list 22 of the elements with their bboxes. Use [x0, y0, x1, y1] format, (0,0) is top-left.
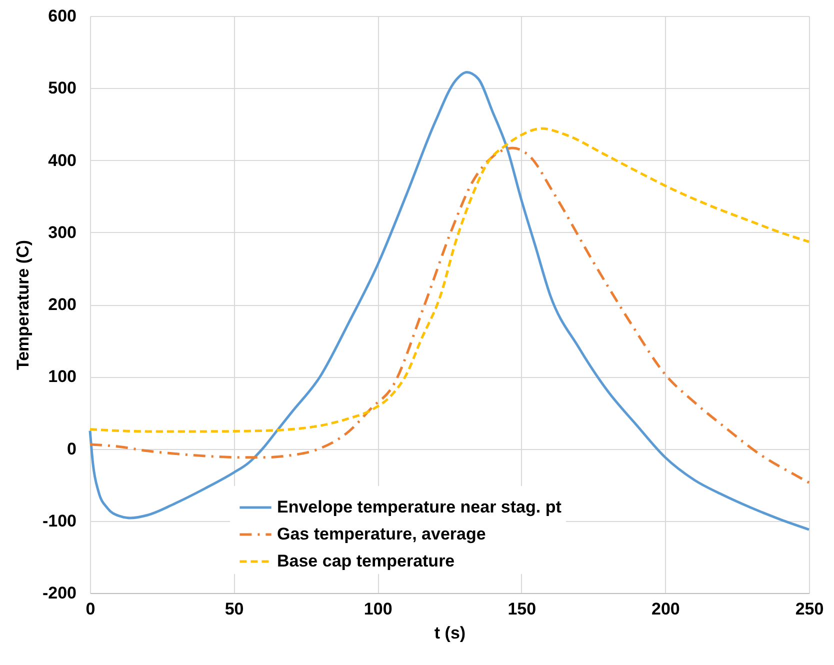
- x-axis-title: t (s): [434, 624, 466, 642]
- legend-label: Base cap temperature: [277, 552, 455, 570]
- x-tick-label: 50: [224, 600, 244, 618]
- y-axis-title: Temperature (C): [13, 240, 32, 370]
- y-tick-label: 400: [48, 150, 76, 170]
- y-tick-label: 300: [48, 222, 76, 242]
- x-tick-label: 100: [364, 600, 392, 618]
- x-tick-label: 0: [86, 600, 96, 618]
- y-tick-label: 200: [48, 295, 76, 314]
- y-tick-label: -200: [42, 584, 76, 602]
- y-tick-label: 100: [48, 367, 76, 386]
- x-tick-label: 250: [795, 600, 824, 618]
- y-tick-label: 600: [48, 6, 76, 26]
- y-tick-label: 0: [67, 439, 76, 458]
- legend-label: Gas temperature, average: [277, 524, 486, 544]
- line-series: [88, 127, 810, 433]
- y-tick-label: -100: [42, 511, 76, 530]
- x-tick-label: 150: [508, 600, 536, 618]
- line-series: [88, 146, 810, 484]
- y-tick-label: 500: [48, 78, 76, 98]
- x-tick-label: 200: [652, 600, 680, 618]
- legend-label: Envelope temperature near stag. pt: [277, 498, 562, 516]
